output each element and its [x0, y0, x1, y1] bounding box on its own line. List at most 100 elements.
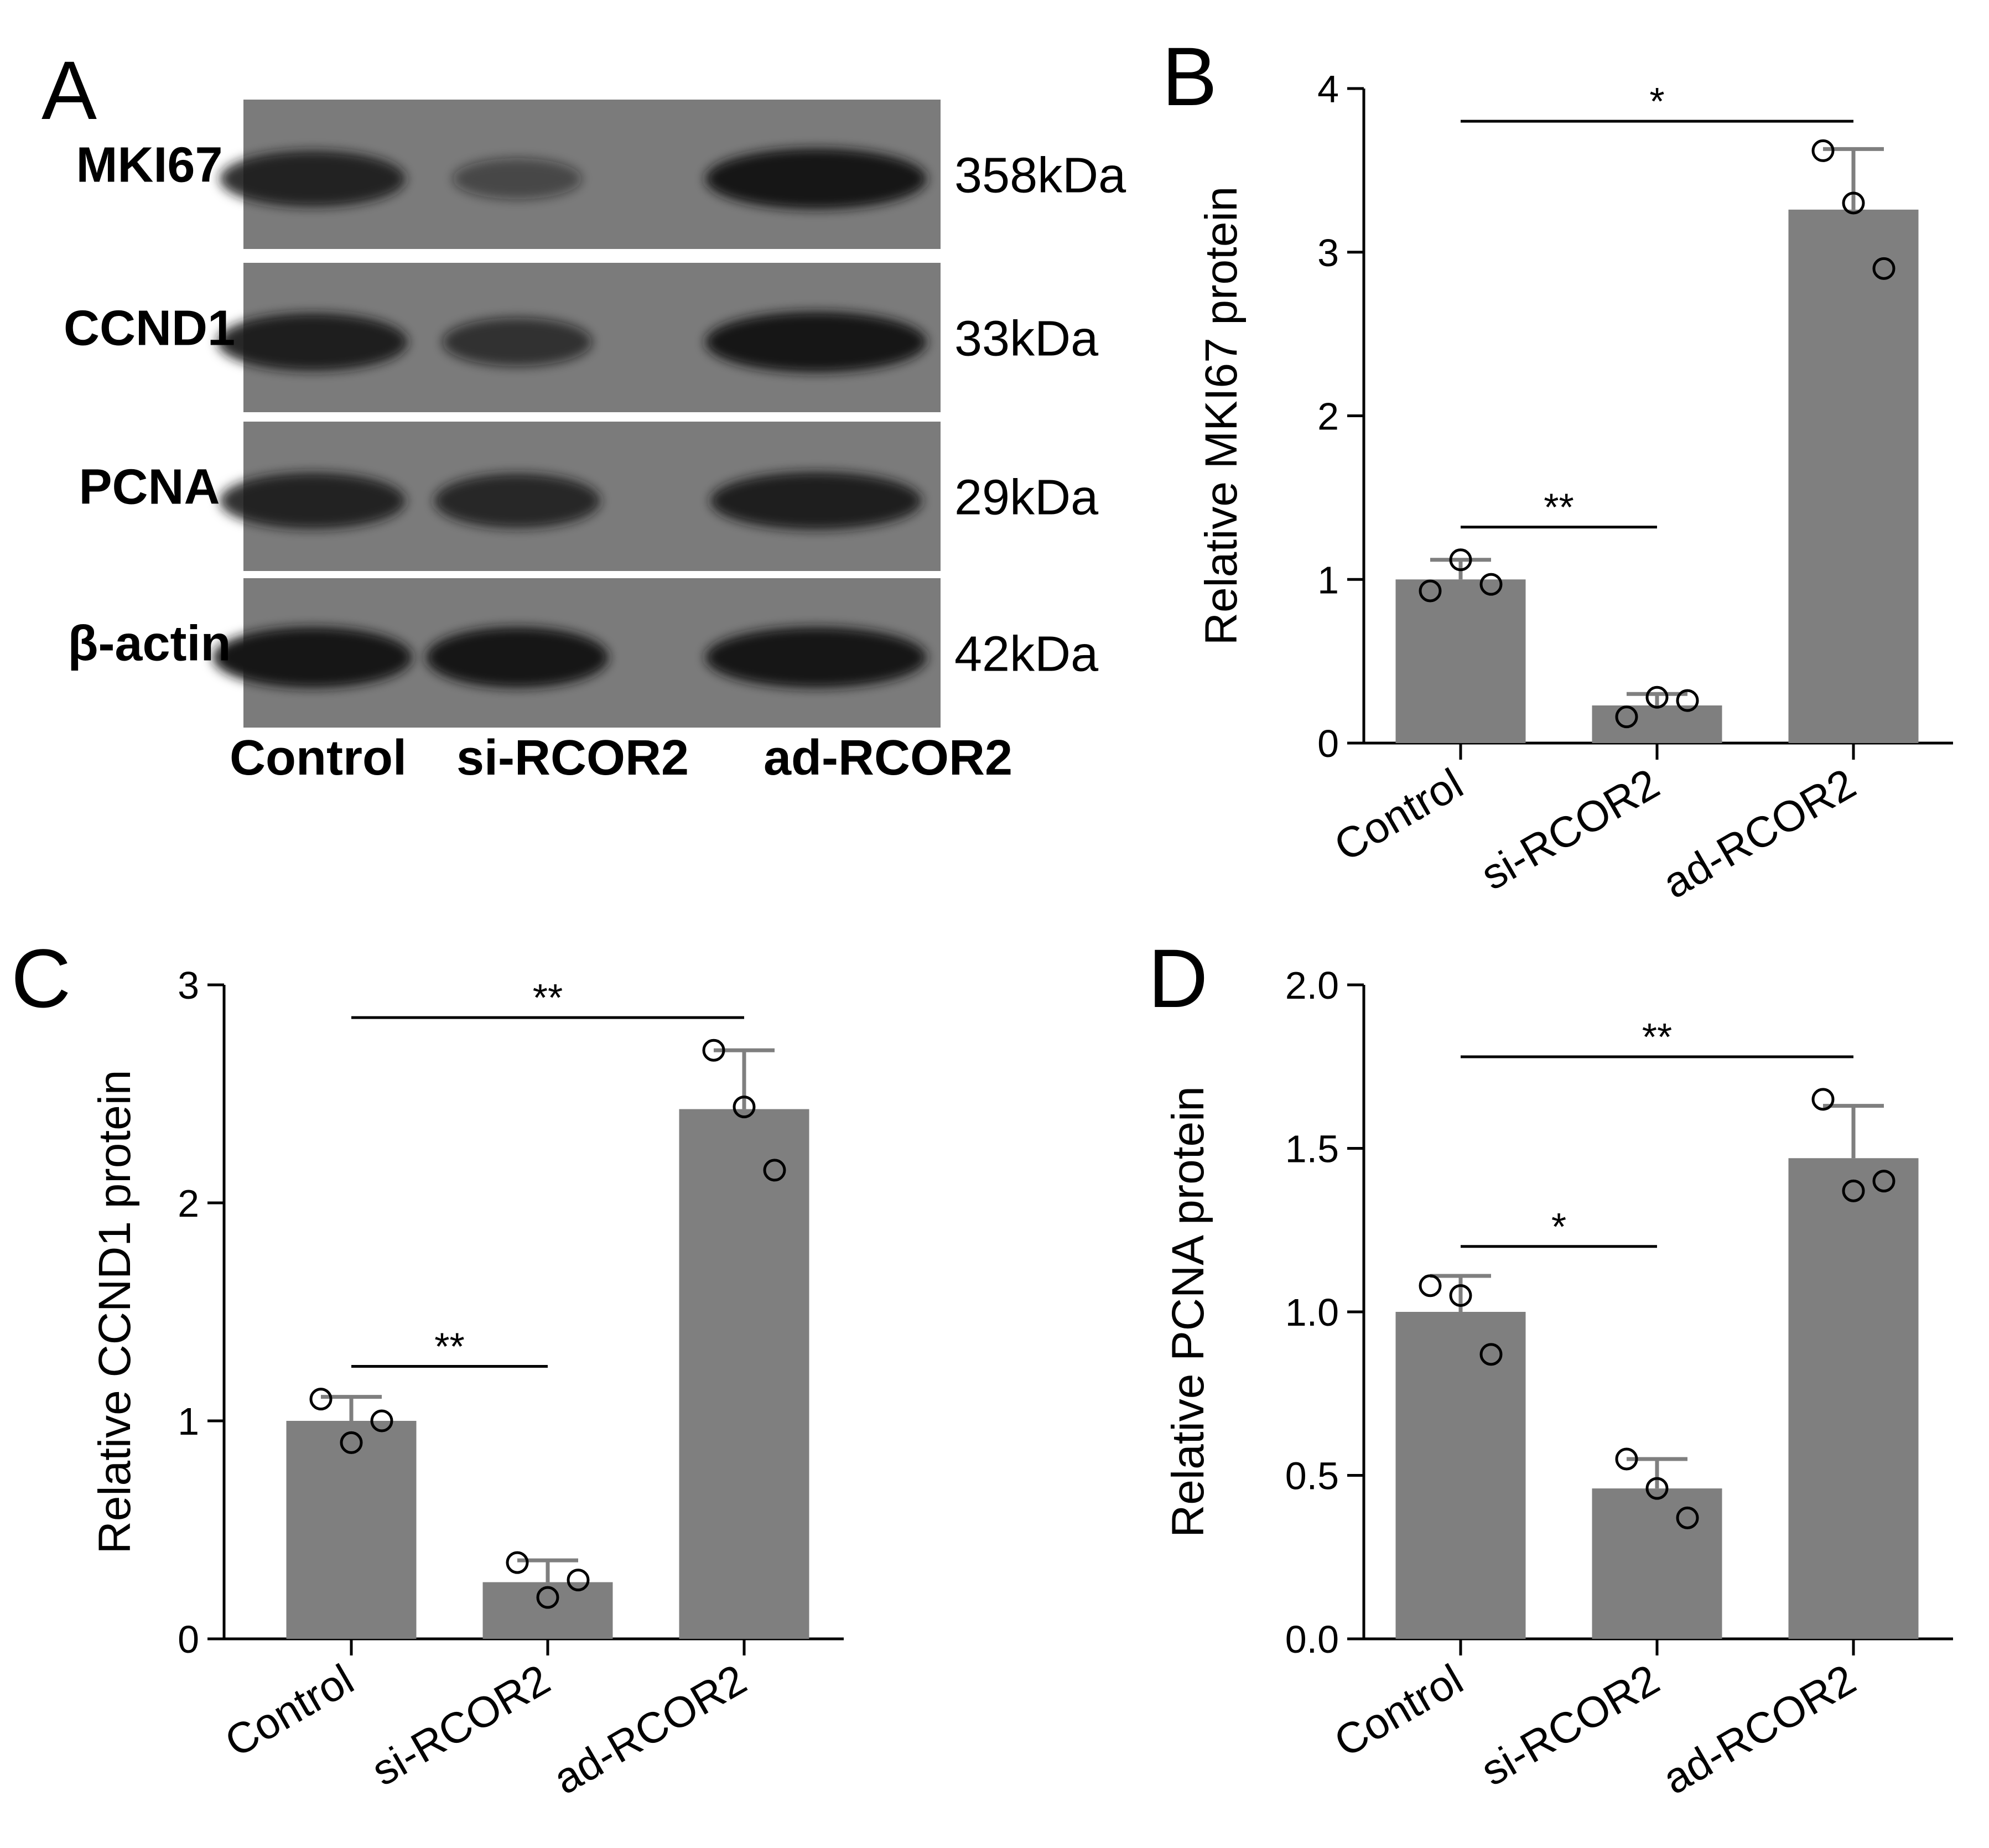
data-point-control	[1419, 579, 1442, 603]
bar-ad-rcor2	[679, 1109, 809, 1639]
band-pcna-control	[220, 473, 406, 529]
x-tick-label-control: Control	[1326, 759, 1471, 871]
x-tick-label-ad-rcor2: ad-RCOR2	[1654, 759, 1863, 908]
data-point-ad-rcor2	[1842, 191, 1865, 215]
western-blot-panel: A MKI67 358kDa CCND1 33kDa PCNA 29kDa β-actin 4…	[41, 44, 1126, 786]
y-tick-label: 4	[1317, 68, 1339, 111]
size-label-beta-actin: 42kDa	[954, 626, 1099, 682]
data-point-si-rcor2	[1676, 1506, 1699, 1529]
y-tick-label: 0	[1317, 722, 1339, 765]
data-point-si-rcor2	[1645, 1477, 1669, 1500]
bar-ad-rcor2	[1788, 209, 1919, 744]
blot-row-beta-actin: β-actin 42kDa	[68, 578, 1099, 728]
significance-label: **	[1642, 1015, 1672, 1058]
data-point-si-rcor2	[536, 1586, 559, 1609]
data-point-control	[1449, 1284, 1472, 1307]
data-point-ad-rcor2	[1872, 257, 1895, 280]
data-point-si-rcor2	[567, 1569, 590, 1592]
data-point-control	[340, 1431, 363, 1454]
x-tick-label-si-rcor2: si-RCOR2	[1473, 759, 1668, 900]
significance-label: **	[533, 976, 563, 1019]
lane-label-control: Control	[230, 730, 407, 786]
y-tick-label: 3	[1317, 231, 1339, 274]
lane-label-si-rcor2: si-RCOR2	[456, 730, 689, 786]
bar-si-rcor2	[482, 1582, 613, 1639]
x-tick-label-ad-rcor2: ad-RCOR2	[545, 1655, 754, 1804]
protein-label-mki67: MKI67	[76, 138, 222, 193]
data-point-ad-rcor2	[1811, 1088, 1835, 1111]
band-ccnd1-control	[217, 313, 408, 371]
y-tick-label: 2.0	[1285, 964, 1339, 1007]
y-axis-label: Relative MKI67 protein	[1196, 186, 1247, 646]
data-point-ad-rcor2	[1811, 139, 1835, 162]
data-point-si-rcor2	[1676, 689, 1699, 712]
bar-si-rcor2	[1592, 705, 1722, 743]
protein-label-pcna: PCNA	[79, 460, 220, 515]
panel-label-d: D	[1148, 932, 1208, 1025]
mki67-bar-chart: B 0 1 2 3 4 Relative MKI67 protein Control si-RC…	[1162, 30, 1953, 908]
band-ccnd1-ad-rcor2	[705, 312, 927, 373]
band-beta-actin-si-rcor2	[426, 627, 609, 688]
bar-si-rcor2	[1592, 1488, 1722, 1639]
blot-row-ccnd1: CCND1 33kDa	[64, 263, 1099, 412]
y-tick-label: 2	[178, 1182, 199, 1225]
lane-label-ad-rcor2: ad-RCOR2	[764, 730, 1012, 786]
y-tick-label: 3	[178, 964, 199, 1007]
band-mki67-ad-rcor2	[705, 148, 927, 210]
band-pcna-ad-rcor2	[710, 471, 922, 530]
data-point-control	[1419, 1274, 1442, 1297]
y-tick-label: 1	[1317, 558, 1339, 601]
data-point-si-rcor2	[1645, 686, 1669, 709]
band-ccnd1-si-rcor2	[442, 318, 593, 367]
panel-label-a: A	[41, 44, 97, 137]
y-tick-label: 1.0	[1285, 1291, 1339, 1334]
blot-row-pcna: PCNA 29kDa	[79, 422, 1099, 571]
data-point-ad-rcor2	[1842, 1179, 1865, 1202]
significance-label: *	[1649, 80, 1664, 123]
y-tick-label: 1	[178, 1400, 199, 1443]
ccnd1-bar-chart: C 0 1 2 3 Relative CCND1 protein Control si-RCO…	[11, 932, 844, 1804]
y-tick-label: 2	[1317, 395, 1339, 438]
band-beta-actin-control	[213, 627, 412, 688]
data-point-si-rcor2	[1615, 705, 1638, 729]
data-point-ad-rcor2	[1872, 1170, 1895, 1193]
band-beta-actin-ad-rcor2	[705, 627, 927, 688]
blot-row-mki67: MKI67 358kDa	[76, 100, 1126, 249]
bar-control	[286, 1421, 417, 1639]
x-tick-label-si-rcor2: si-RCOR2	[363, 1655, 558, 1795]
x-tick-label-si-rcor2: si-RCOR2	[1473, 1655, 1668, 1795]
data-point-control	[1479, 1343, 1503, 1366]
band-mki67-si-rcor2	[453, 158, 582, 200]
data-point-control	[370, 1409, 393, 1432]
band-mki67-control	[220, 150, 406, 207]
bar-control	[1395, 579, 1526, 743]
x-tick-label-control: Control	[1326, 1655, 1471, 1767]
bar-ad-rcor2	[1788, 1158, 1919, 1639]
data-point-ad-rcor2	[702, 1039, 725, 1062]
size-label-mki67: 358kDa	[954, 148, 1126, 203]
significance-label: *	[1551, 1205, 1566, 1248]
y-tick-label: 0.5	[1285, 1455, 1339, 1498]
panel-label-c: C	[11, 932, 71, 1025]
x-tick-label-control: Control	[217, 1655, 362, 1767]
size-label-ccnd1: 33kDa	[954, 311, 1099, 366]
significance-label: **	[434, 1325, 464, 1368]
pcna-bar-chart: D 0.0 0.5 1.0 1.5 2.0 Relative PCNA protein Con…	[1148, 932, 1953, 1804]
y-axis-label: Relative PCNA protein	[1163, 1086, 1213, 1538]
data-point-ad-rcor2	[763, 1159, 786, 1182]
data-point-control	[1449, 548, 1472, 572]
y-axis-label: Relative CCND1 protein	[90, 1070, 140, 1554]
protein-label-beta-actin: β-actin	[68, 616, 231, 672]
y-tick-label: 1.5	[1285, 1128, 1339, 1171]
data-point-si-rcor2	[506, 1551, 529, 1574]
protein-label-ccnd1: CCND1	[64, 301, 235, 356]
data-point-si-rcor2	[1615, 1447, 1638, 1471]
significance-label: **	[1544, 486, 1573, 529]
panel-label-b: B	[1162, 30, 1217, 123]
band-pcna-si-rcor2	[434, 473, 601, 528]
bar-control	[1395, 1312, 1526, 1639]
size-label-pcna: 29kDa	[954, 470, 1099, 525]
data-point-control	[309, 1388, 333, 1411]
data-point-ad-rcor2	[733, 1096, 756, 1119]
